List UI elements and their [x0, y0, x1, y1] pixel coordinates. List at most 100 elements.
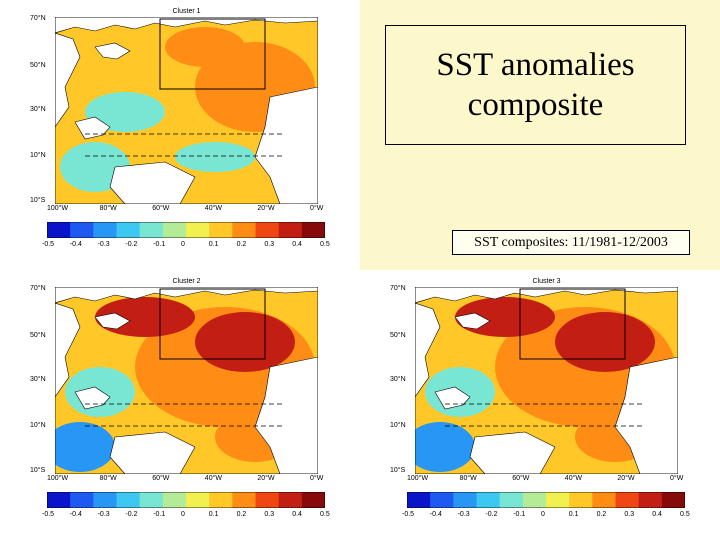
longitude-label: 20°W [257, 205, 275, 212]
colorbar-swatch [430, 492, 454, 508]
land-mass [254, 356, 318, 474]
anomaly-region [85, 92, 165, 132]
colorbar-tick-label: 0.4 [292, 241, 302, 248]
latitude-label: 10°S [30, 467, 46, 474]
anomaly-region [175, 142, 255, 172]
land-mass [109, 431, 196, 474]
longitude-label: 100°W [407, 475, 429, 482]
colorbar-tick-label: 0.3 [264, 241, 275, 248]
colorbar-swatch [615, 492, 640, 508]
longitude-label: 0°W [310, 205, 324, 212]
colorbar-tick-label: -0.4 [69, 241, 82, 248]
colorbar-swatch [186, 222, 210, 238]
colorbar-swatch [592, 492, 616, 508]
longitude-label: 80°W [99, 205, 117, 212]
colorbar-swatch [255, 222, 280, 238]
land-mass [55, 287, 318, 304]
colorbar-swatch [476, 492, 501, 508]
colorbar-swatch [116, 492, 141, 508]
cluster3-title: Cluster 3 [532, 278, 561, 285]
colorbar-tick-label: 0.1 [208, 241, 219, 248]
colorbar-tick-label: -0.2 [125, 241, 138, 248]
colorbar-swatch [70, 492, 94, 508]
anomaly-region [555, 312, 655, 372]
longitude-label: 100°W [47, 205, 69, 212]
latitude-label: 50°N [30, 332, 46, 339]
longitude-label: 0°W [670, 475, 684, 482]
colorbar-swatch [301, 492, 325, 508]
colorbar-swatch [232, 222, 256, 238]
title-line-1: SST anomalies [436, 47, 635, 83]
colorbar-swatch [47, 492, 71, 508]
longitude-label: 40°W [204, 475, 222, 482]
cluster3-colorbar [407, 492, 685, 508]
land-mass [109, 161, 196, 204]
longitude-label: 60°W [152, 205, 170, 212]
land-mass [55, 32, 81, 128]
longitude-label: 80°W [99, 475, 117, 482]
colorbar-swatch [278, 222, 303, 238]
colorbar-swatch [301, 222, 325, 238]
colorbar-tick-label: 0.3 [624, 511, 635, 518]
colorbar-tick-label: -0.1 [513, 511, 526, 518]
latitude-label: 30°N [30, 106, 46, 113]
colorbar-tick-label: 0.5 [320, 241, 330, 248]
latitude-label: 10°N [30, 152, 46, 159]
longitude-label: 60°W [512, 475, 530, 482]
colorbar-swatch [453, 492, 477, 508]
index-region-box [159, 288, 266, 360]
land-mass [415, 287, 678, 304]
colorbar-tick-label: 0.5 [680, 511, 690, 518]
colorbar-tick-label: -0.4 [69, 511, 82, 518]
longitude-label: 100°W [47, 475, 69, 482]
colorbar-swatch [209, 492, 233, 508]
cluster2-title: Cluster 2 [172, 278, 201, 285]
anomaly-region [165, 27, 245, 67]
page-title: SST anomalies composite [385, 25, 686, 145]
latitude-label: 70°N [30, 285, 46, 292]
colorbar-swatch [162, 222, 187, 238]
latitude-label: 10°N [30, 422, 46, 429]
colorbar-swatch [70, 222, 94, 238]
colorbar-tick-label: 0.1 [568, 511, 579, 518]
colorbar-swatch [139, 222, 164, 238]
title-line-2: composite [467, 87, 604, 123]
latitude-label: 10°N [390, 422, 406, 429]
land-mass [614, 356, 678, 474]
colorbar-tick-label: -0.5 [42, 511, 55, 518]
colorbar-swatch [499, 492, 524, 508]
colorbar-swatch [93, 222, 117, 238]
latitude-label: 30°N [30, 376, 46, 383]
longitude-label: 0°W [310, 475, 324, 482]
anomaly-region [55, 422, 115, 472]
colorbar-tick-label: -0.4 [429, 511, 442, 518]
cluster1-colorbar [47, 222, 325, 238]
land-mass [55, 302, 81, 398]
cluster1-title: Cluster 1 [172, 8, 201, 15]
colorbar-swatch [546, 492, 570, 508]
colorbar-tick-label: 0.2 [596, 511, 607, 518]
colorbar-swatch [638, 492, 663, 508]
longitude-label: 20°W [257, 475, 275, 482]
colorbar-tick-label: -0.5 [42, 241, 55, 248]
land-mass [55, 17, 318, 34]
colorbar-tick-label: 0 [541, 511, 545, 518]
colorbar-tick-label: -0.3 [457, 511, 470, 518]
colorbar-swatch [47, 222, 71, 238]
colorbar-swatch [186, 492, 210, 508]
anomaly-region [415, 422, 475, 472]
cluster2-sst-map [55, 287, 318, 474]
cluster2-colorbar [47, 492, 325, 508]
longitude-label: 40°W [564, 475, 582, 482]
cluster1-sst-map [55, 17, 318, 204]
colorbar-swatch [232, 492, 256, 508]
colorbar-tick-label: -0.2 [125, 511, 138, 518]
land-mass [94, 312, 131, 330]
composite-period-label: SST composites: 11/1981-12/2003 [452, 230, 690, 255]
land-mass [94, 42, 131, 60]
colorbar-tick-label: -0.3 [97, 241, 110, 248]
colorbar-tick-label: 0.4 [652, 511, 662, 518]
colorbar-tick-label: 0.2 [236, 511, 247, 518]
colorbar-swatch [661, 492, 685, 508]
land-mass [415, 302, 441, 398]
